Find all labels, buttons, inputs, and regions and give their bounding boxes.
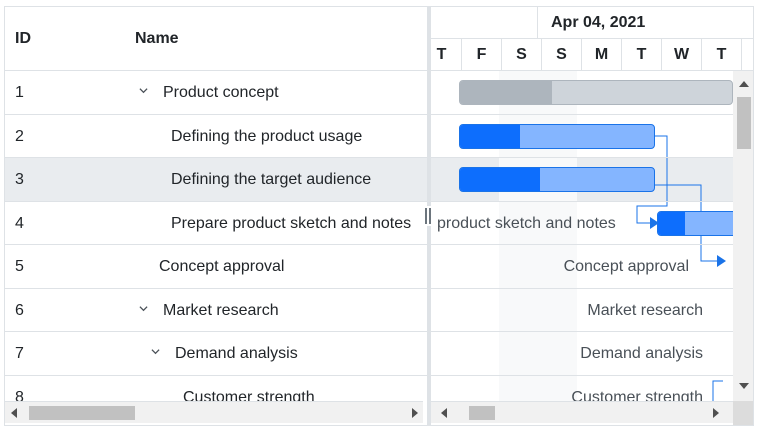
row-id: 4 [15,214,24,232]
task-progress-fill [460,124,521,148]
splitter-grip-icon[interactable] [423,206,433,226]
timeline-header: Apr 04, 2021 TFSSMTWTF [431,7,753,71]
day-header: W [661,39,701,71]
task-progress-fill [658,211,686,235]
row-id: 5 [15,258,24,275]
timeline-day-row: TFSSMTWTF [431,39,753,71]
dependency-line [712,380,723,401]
task-name: Defining the target audience [171,171,372,188]
task-bar[interactable] [657,210,733,236]
table-row[interactable]: 2 Defining the product usage [5,115,427,158]
grid-header: ID Name [5,7,427,71]
task-side-label: product sketch and notes [437,214,616,232]
chart-scroll-right-arrow-icon[interactable] [713,408,719,418]
chart-vertical-scrollbar[interactable] [733,71,753,401]
day-header: T [701,39,741,71]
chart-horizontal-scrollbar[interactable] [431,401,733,423]
chart-scroll-thumb[interactable] [469,406,495,420]
row-divider [431,331,733,332]
task-progress-fill [460,168,540,191]
row-id: 3 [15,171,24,188]
dependency-arrow-icon [717,255,726,267]
task-side-label: Demand analysis [580,345,703,362]
column-header-id[interactable]: ID [15,30,31,47]
day-header: T [621,39,661,71]
chevron-down-icon[interactable] [139,304,148,313]
row-id: 6 [15,301,24,319]
task-bar[interactable] [459,123,655,149]
row-id: 7 [15,345,24,362]
row-divider [431,113,733,115]
row-divider [431,244,733,245]
scroll-corner [733,401,753,425]
day-header: T [431,39,461,71]
row-divider [431,157,733,158]
table-row[interactable]: 1 Product concept [5,71,427,115]
day-header: S [541,39,581,71]
week-label: Apr 04, 2021 [551,14,646,31]
dependency-line [636,135,668,224]
grid-scroll-thumb[interactable] [29,406,135,420]
task-side-label: Customer strength [571,388,703,402]
task-name: Demand analysis [175,345,298,362]
row-id: 2 [15,127,24,145]
task-name: Concept approval [159,258,285,275]
chevron-down-icon[interactable] [151,347,160,356]
day-header: M [581,39,621,71]
chart-body: product sketch and notes Concept approval… [431,71,733,401]
vertical-scroll-thumb[interactable] [737,97,751,149]
task-side-label: Market research [587,301,703,319]
gantt-chart: ID Name 1 Product concept 2 Defining the pr… [4,6,754,426]
row-divider [431,374,733,376]
table-row[interactable]: 8 Customer strength [5,376,427,402]
scroll-down-arrow-icon[interactable] [739,383,749,389]
dependency-arrow-icon [650,217,659,229]
timeline-week-row: Apr 04, 2021 [431,7,753,39]
scroll-left-arrow-icon[interactable] [11,408,17,418]
task-side-label: Concept approval [563,258,689,275]
chart-area: Apr 04, 2021 TFSSMTWTF product sketch an… [431,7,753,425]
row-id: 1 [15,84,24,101]
row-divider [431,200,733,202]
task-grid: ID Name 1 Product concept 2 Defining the pr… [5,7,427,425]
task-name: Product concept [163,84,279,101]
task-name: Defining the product usage [171,127,363,145]
task-name: Prepare product sketch and notes [171,214,412,232]
scroll-right-arrow-icon[interactable] [412,408,418,418]
row-id: 8 [15,388,24,402]
grid-horizontal-scrollbar[interactable] [5,401,423,423]
table-row[interactable]: 5 Concept approval [5,245,427,289]
task-name: Customer strength [183,388,315,402]
task-progress-fill [460,81,553,104]
table-row[interactable]: 6 Market research [5,289,427,332]
day-header: F [741,39,753,71]
column-header-name[interactable]: Name [135,30,179,47]
table-row[interactable]: 3 Defining the target audience [5,158,427,202]
summary-task-bar[interactable] [459,80,733,105]
day-header: F [461,39,501,71]
table-row[interactable]: 4 Prepare product sketch and notes [5,202,427,245]
grid-body: 1 Product concept 2 Defining the product us… [5,71,427,401]
task-name: Market research [163,301,279,319]
task-bar[interactable] [459,167,655,192]
chart-scroll-left-arrow-icon[interactable] [441,408,447,418]
row-divider [431,287,733,289]
table-row[interactable]: 7 Demand analysis [5,332,427,376]
day-header: S [501,39,541,71]
chevron-down-icon[interactable] [139,86,148,95]
scroll-up-arrow-icon[interactable] [739,81,749,87]
